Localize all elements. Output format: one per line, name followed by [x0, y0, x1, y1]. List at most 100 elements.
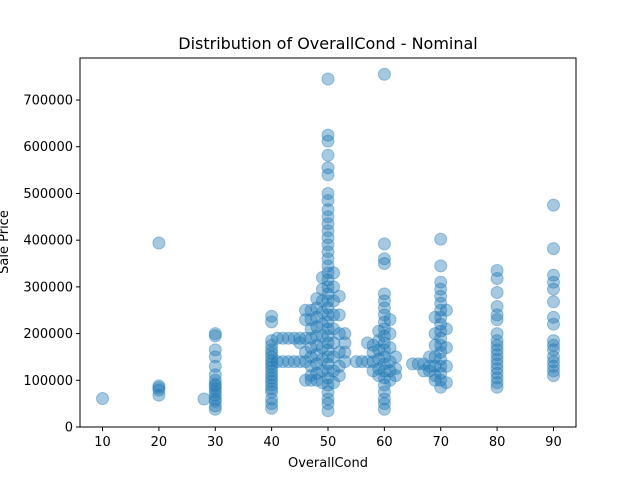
data-point	[321, 301, 335, 315]
data-point	[321, 308, 335, 322]
data-point	[439, 303, 453, 317]
data-point	[490, 380, 504, 394]
data-point	[321, 128, 335, 142]
data-point	[321, 273, 335, 287]
data-point	[265, 354, 279, 368]
data-point	[372, 352, 386, 366]
data-point	[377, 385, 391, 399]
data-point	[434, 296, 448, 310]
data-point	[304, 359, 318, 373]
y-tick-label: 600000	[23, 140, 73, 155]
data-point	[332, 369, 346, 383]
data-point	[310, 320, 324, 334]
data-point	[96, 392, 109, 405]
x-tick-label: 10	[94, 435, 111, 450]
data-point	[310, 366, 324, 380]
data-point	[208, 394, 222, 408]
x-tick-label: 80	[489, 435, 506, 450]
data-point	[490, 376, 504, 390]
data-point	[321, 194, 335, 207]
data-point	[423, 350, 436, 364]
data-point	[265, 382, 279, 396]
data-point	[377, 343, 391, 357]
data-point	[208, 373, 222, 387]
data-point	[434, 259, 448, 273]
data-point	[417, 357, 431, 371]
data-point	[428, 350, 442, 364]
x-tick-label: 20	[151, 435, 168, 450]
data-point	[270, 355, 284, 369]
data-point	[338, 355, 352, 369]
y-tick-label: 200000	[23, 327, 73, 342]
data-point	[304, 303, 318, 317]
data-point	[287, 355, 301, 369]
data-point	[439, 322, 453, 336]
data-point	[366, 338, 380, 352]
data-point	[304, 313, 318, 327]
data-point	[490, 272, 504, 285]
data-point	[304, 369, 318, 383]
data-point	[321, 404, 335, 418]
data-point	[299, 355, 312, 369]
data-point	[383, 355, 397, 369]
data-point	[321, 357, 335, 371]
data-point	[327, 336, 341, 350]
data-point	[366, 345, 380, 359]
data-point	[377, 350, 391, 364]
data-point	[490, 313, 504, 327]
data-point	[321, 72, 335, 86]
data-point	[327, 322, 341, 336]
data-point	[327, 280, 341, 294]
x-axis-label: OverallCond	[288, 456, 368, 471]
data-point	[304, 341, 318, 355]
data-point	[208, 377, 222, 391]
x-tick-label: 50	[320, 435, 337, 450]
data-point	[547, 268, 560, 282]
data-point	[417, 364, 431, 378]
data-point	[423, 359, 436, 373]
data-point	[327, 266, 341, 280]
data-point	[377, 294, 391, 308]
data-point	[265, 368, 279, 382]
data-point	[434, 338, 448, 352]
data-point	[377, 308, 391, 322]
data-point	[547, 364, 560, 378]
data-point	[434, 282, 448, 296]
data-point	[547, 350, 560, 364]
data-point	[321, 252, 335, 266]
data-point	[321, 231, 335, 245]
data-point	[383, 341, 397, 355]
data-point	[310, 348, 324, 362]
data-point	[208, 388, 222, 402]
data-point	[361, 355, 374, 369]
data-point	[152, 381, 166, 395]
data-point	[265, 378, 279, 392]
data-point	[434, 380, 448, 394]
data-point	[490, 308, 504, 322]
data-point	[547, 334, 560, 348]
data-point	[299, 313, 312, 327]
data-point	[287, 331, 301, 345]
data-point	[265, 338, 279, 352]
data-point	[310, 373, 324, 387]
data-point	[321, 322, 335, 336]
data-point	[547, 282, 560, 296]
data-point	[547, 275, 560, 289]
data-point	[265, 315, 279, 329]
data-point	[434, 232, 448, 246]
data-point	[434, 324, 448, 338]
data-point	[490, 366, 504, 380]
data-point	[428, 369, 442, 383]
data-point	[490, 338, 504, 352]
data-point	[304, 373, 318, 387]
data-point	[490, 352, 504, 366]
data-point	[372, 362, 386, 376]
data-point	[208, 399, 222, 413]
data-point	[321, 245, 335, 259]
data-point	[327, 308, 341, 322]
data-point	[315, 341, 329, 355]
data-point	[428, 310, 442, 324]
data-point	[332, 289, 346, 303]
x-tick-label: 70	[432, 435, 449, 450]
